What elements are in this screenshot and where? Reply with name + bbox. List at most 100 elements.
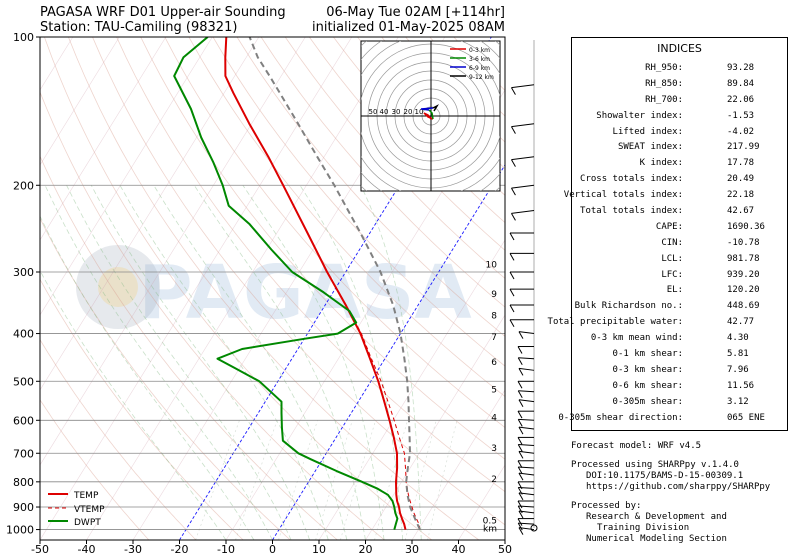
y-tick-label: 900 (13, 501, 34, 514)
x-tick-label: -20 (171, 543, 189, 556)
index-label: K index: (639, 158, 683, 169)
index-row: CIN: -10.78 (572, 236, 787, 252)
wind-barb-flag (517, 481, 523, 490)
index-label: 0-305m shear direction: (558, 412, 683, 423)
x-tick-label: -10 (217, 543, 235, 556)
index-label: SWEAT index: (617, 142, 683, 153)
index-row: Total precipitable water: 42.77 (548, 315, 787, 331)
isotherm (318, 239, 505, 540)
wind-barb-flag (517, 444, 523, 452)
index-value: 93.28 (727, 63, 755, 73)
chart-title: PAGASA WRF D01 Upper-air Sounding (40, 5, 286, 20)
wind-barb-flag (511, 126, 516, 134)
wind-barb-flag (517, 460, 523, 469)
moist-adiabat (90, 185, 311, 540)
init-time: initialized 01-May-2025 08AM (311, 20, 505, 35)
wind-barb (518, 486, 535, 489)
watermark-logo-sun (98, 267, 138, 307)
valid-time: 06-May Tue 02AM [+114hr] (326, 5, 505, 20)
wind-barb-flag (518, 399, 524, 408)
mixing-ratio-line (315, 420, 353, 540)
wind-barb (518, 426, 535, 430)
hodograph-trace-0-3km (423, 112, 434, 120)
calm-wind-circle (530, 524, 538, 532)
index-label: 0-305m shear: (612, 396, 683, 407)
wind-barbs (509, 40, 538, 535)
wind-barb-flag (517, 381, 523, 389)
wind-barb (518, 390, 535, 393)
height-label: 8 (491, 312, 497, 322)
wind-barb-flag (511, 159, 516, 167)
index-row: Showalter index: -1.53 (572, 109, 787, 125)
wind-barb-flag (509, 253, 515, 261)
index-row: 0-305m shear: 3.12 (572, 395, 787, 411)
watermark-logo-ring (76, 245, 160, 329)
moist-adiabat (40, 215, 255, 540)
wind-barb (518, 472, 535, 476)
index-value: -10.78 (727, 237, 760, 248)
wind-barb-flag (517, 487, 523, 495)
y-tick-label: 100 (13, 31, 34, 44)
index-row: Lifted index: -4.02 (572, 125, 787, 141)
wind-barb (518, 444, 535, 446)
wind-barb-flag (517, 346, 523, 354)
index-label: Bulk Richardson no.: (574, 301, 683, 312)
repo-url: https://github.com/sharppy/SHARPpy (586, 482, 771, 492)
isotherm (40, 37, 260, 391)
index-value: 89.84 (727, 78, 755, 89)
height-label: 7 (491, 333, 497, 343)
index-label: LFC: (661, 269, 683, 280)
wind-barb (518, 466, 535, 469)
moist-adiabat (360, 185, 422, 540)
series-line-dwpt (173, 37, 399, 530)
dry-adiabat (260, 37, 505, 308)
footer-info: Forecast model: WRF v4.5 Processed using… (571, 441, 801, 545)
index-row: 0-1 km shear: 5.81 (572, 347, 787, 363)
wind-barb-flag (517, 505, 523, 514)
isotherm (40, 37, 74, 91)
x-tick-label: 20 (359, 543, 373, 556)
processed-using: Processed using SHARPpy v.1.4.0 (571, 460, 739, 470)
index-value: 939.20 (727, 269, 760, 280)
index-row: 0-3 km shear: 7.96 (572, 363, 787, 379)
dry-adiabat (140, 37, 505, 460)
wind-barb (518, 450, 535, 454)
wind-barb (518, 357, 535, 360)
index-label: CAPE: (655, 221, 683, 232)
y-tick-label: 400 (13, 328, 34, 341)
wind-barb (511, 209, 535, 214)
dry-adiabat (68, 37, 480, 540)
y-tick-label: 200 (13, 179, 34, 192)
index-label: Cross totals index: (580, 174, 683, 185)
index-row: Cross totals index: 20.49 (572, 172, 787, 188)
header-left: PAGASA WRF D01 Upper-air Sounding Statio… (40, 5, 286, 35)
wind-barb-flag (518, 451, 524, 459)
moist-adiabat (299, 185, 404, 540)
height-label: 6 (491, 358, 497, 368)
index-label: LCL: (661, 253, 683, 264)
dry-adiabat (40, 278, 244, 540)
series-line-parcel (248, 37, 421, 531)
mixing-ratio-line (404, 420, 437, 540)
hodograph-ring-label: 20 (404, 108, 413, 116)
index-value: 3.12 (727, 396, 749, 407)
index-row: 0-3 km mean wind: 4.30 (572, 331, 787, 347)
index-row: CAPE: 1690.36 (572, 220, 787, 236)
x-tick-label: 0 (269, 543, 276, 556)
index-value: 22.18 (727, 190, 755, 201)
index-value: 4.30 (727, 333, 749, 344)
height-label: km (483, 524, 497, 534)
x-tick-label: -50 (31, 543, 49, 556)
index-value: -4.02 (727, 126, 755, 137)
index-label: EL: (666, 285, 683, 296)
index-row: 0-6 km shear: 11.56 (572, 379, 787, 395)
wind-barb-flag (518, 426, 524, 435)
wind-barb-flag (517, 437, 523, 445)
index-row: SWEAT index: 217.99 (572, 140, 787, 156)
watermark-text: PAGASA (138, 250, 471, 336)
dry-adiabat (284, 37, 505, 279)
index-label: 0-6 km shear: (612, 380, 683, 391)
hodograph: 50 40 30 20 10 0-3 km 3-6 km 6-9 km 9-12 km (360, 40, 501, 192)
processed-by: Processed by: (571, 501, 642, 511)
index-row: RH_950: 93.28 (572, 61, 787, 77)
